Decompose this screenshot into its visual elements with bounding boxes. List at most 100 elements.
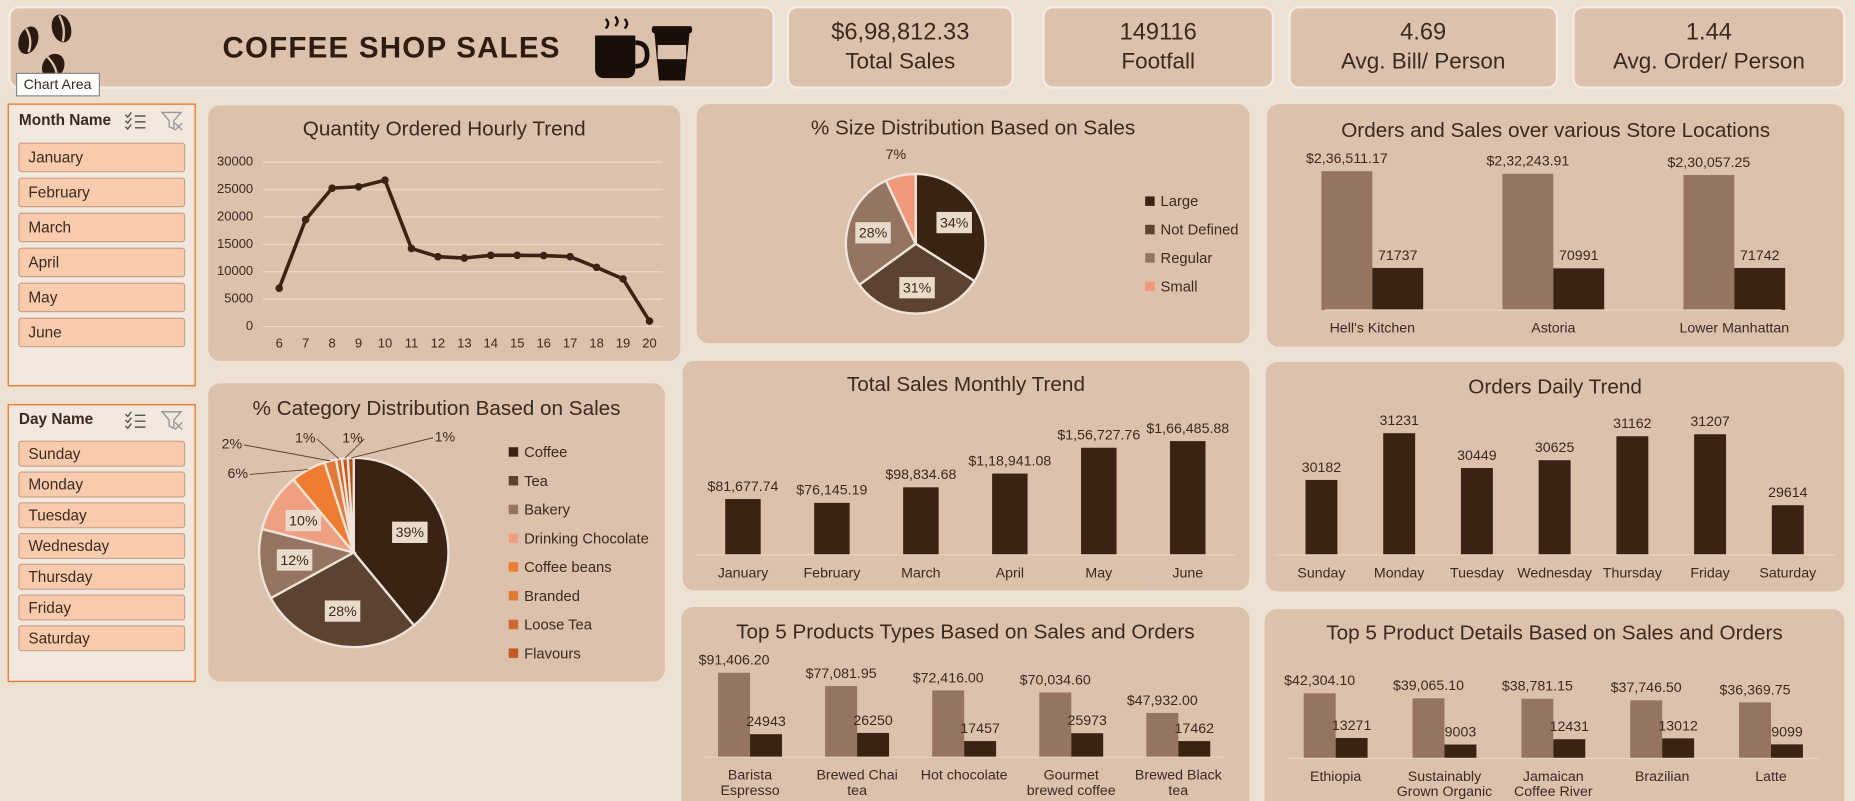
chart-title: % Size Distribution Based on Sales [811,116,1135,139]
data-label: $2,32,243.91 [1486,154,1569,170]
x-tick-label-box: Barista Espresso [720,767,780,799]
x-tick-label: 14 [484,336,498,351]
cup-icons [595,15,693,81]
legend-swatch [508,447,519,457]
bar [750,734,782,758]
data-label: $81,677.74 [707,479,778,495]
legend-label: Large [1161,194,1199,210]
data-label: 7% [886,147,907,163]
legend-label: Small [1161,279,1198,295]
bar [903,487,939,555]
bar [1771,744,1803,759]
slicer-item[interactable] [18,212,186,243]
slicer-item[interactable] [18,502,186,529]
bar [1383,433,1416,555]
x-tick-label: Gourmet brewed coffee [1026,767,1116,799]
clear-filter-icon[interactable] [160,111,183,131]
data-label: $76,145.19 [796,483,867,499]
slicer-item-label[interactable]: April [28,255,59,272]
tooltip: Chart Area [24,77,92,93]
slicer-item-label[interactable]: February [28,185,90,202]
data-label: 26250 [853,713,893,729]
slicer-item-label[interactable]: Thursday [28,569,92,586]
data-label: 9003 [1445,724,1477,740]
y-tick-label: 5000 [224,291,253,306]
slicer-item[interactable] [18,177,186,208]
slicer-item[interactable] [18,317,186,348]
bar [992,473,1028,555]
slicer-item-label[interactable]: March [28,220,71,237]
slicer-item-label[interactable]: Monday [28,477,83,494]
bar [1460,468,1493,555]
x-tick-label: May [1085,566,1113,582]
data-label: $1,18,941.08 [968,454,1051,470]
x-tick-label: Sunday [1297,566,1346,582]
data-label: 28% [328,604,357,620]
data-label: 13012 [1658,718,1698,734]
data-label: 17457 [960,721,1000,737]
x-tick-label: April [996,566,1024,582]
slicer-item-label[interactable]: Saturday [28,631,90,648]
bar [1771,505,1804,555]
data-label-box [324,600,361,622]
data-label: 29614 [1768,485,1808,501]
x-tick-label: Wednesday [1517,566,1593,582]
data-label-box [936,211,972,234]
x-tick-label: Saturday [1759,566,1817,582]
x-tick-label-box: Sustainably Grown Organic [1397,769,1492,799]
multi-select-icon[interactable] [124,411,146,430]
slicer-item[interactable] [18,247,186,278]
x-tick-label: 19 [616,336,630,351]
chart-title: Orders and Sales over various Store Loca… [1341,119,1770,142]
legend-label: Regular [1161,251,1213,267]
slicer-item[interactable] [18,440,186,467]
multi-select-icon[interactable] [124,112,146,131]
slicer-item[interactable] [18,625,186,652]
bar [932,690,965,758]
legend-label: Tea [524,474,549,490]
slicer-item-label[interactable]: January [28,150,83,167]
marker [381,176,389,184]
data-label: $36,369.75 [1720,682,1791,698]
x-tick-label-box: Brewed Black tea [1135,768,1222,798]
clear-filter-icon[interactable] [160,411,183,430]
data-label: 17462 [1175,721,1215,737]
bar [1146,712,1179,758]
slicer-item[interactable] [18,282,186,313]
data-label: $98,834.68 [885,467,956,483]
bar [1734,267,1786,310]
slicer-item[interactable] [18,563,186,590]
bar [964,741,997,758]
bar [1305,479,1338,555]
x-tick-label: Brazilian [1634,769,1690,785]
legend-swatch [1145,253,1155,263]
slicer-item-label[interactable]: Wednesday [28,538,109,555]
tooltip-box [15,72,100,97]
x-tick-label-box: Jamaican Coffee River [1514,769,1593,799]
x-tick-label-box: Gourmet brewed coffee [1026,767,1116,799]
slicer-item-label[interactable]: Friday [28,600,71,617]
slicer-item-label[interactable]: June [28,325,61,342]
x-tick-label: Tuesday [1450,566,1505,582]
slicer-item-label[interactable]: May [28,290,57,307]
data-label: 34% [940,215,969,231]
data-label: 30449 [1457,448,1497,464]
x-tick-label: June [1172,566,1203,582]
data-label: 71737 [1378,248,1418,264]
slicer-item-label[interactable]: Tuesday [28,508,87,525]
bar [1739,702,1772,759]
slicer-item-label[interactable]: Sunday [28,446,80,463]
slicer-item[interactable] [18,594,186,621]
legend-swatch [1145,224,1155,235]
marker [460,254,469,262]
legend-swatch [1145,196,1155,206]
slicer-item[interactable] [18,471,186,498]
x-tick-label: 8 [328,336,335,351]
x-tick-label: Friday [1690,566,1730,582]
legend-swatch [508,533,519,543]
x-tick-label: Barista Espresso [720,767,780,799]
slicer-item[interactable] [18,142,186,173]
chart-panel [1264,609,1845,801]
slicer-item[interactable] [18,532,186,560]
